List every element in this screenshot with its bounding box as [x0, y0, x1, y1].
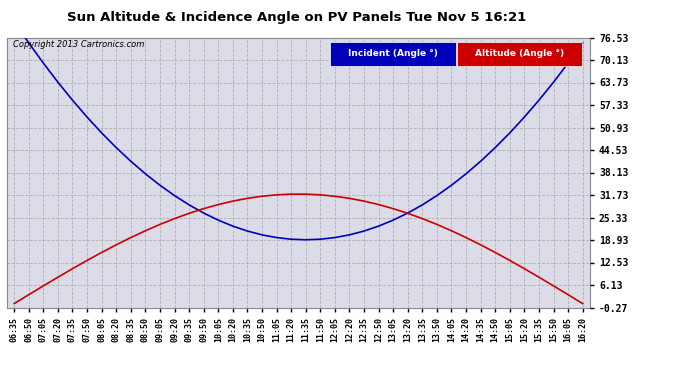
Text: Incident (Angle °): Incident (Angle °)	[348, 49, 438, 58]
Text: Copyright 2013 Cartronics.com: Copyright 2013 Cartronics.com	[12, 40, 144, 49]
FancyBboxPatch shape	[457, 42, 582, 66]
FancyBboxPatch shape	[331, 42, 456, 66]
Text: Altitude (Angle °): Altitude (Angle °)	[475, 49, 564, 58]
Text: Sun Altitude & Incidence Angle on PV Panels Tue Nov 5 16:21: Sun Altitude & Incidence Angle on PV Pan…	[67, 11, 526, 24]
